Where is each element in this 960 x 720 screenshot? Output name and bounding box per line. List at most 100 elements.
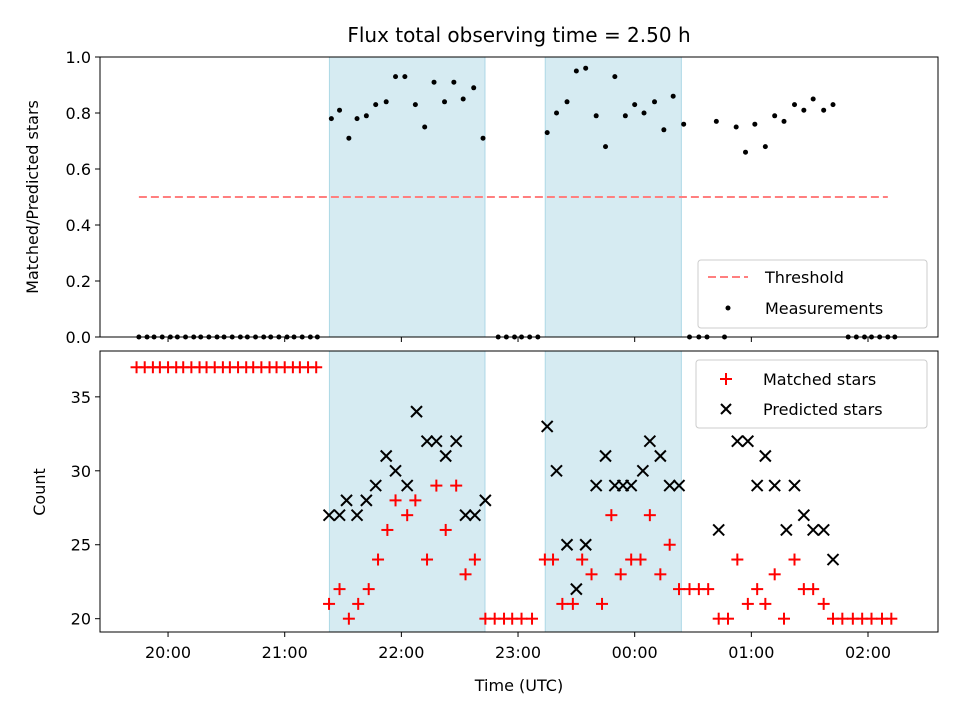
y-tick-label: 30 [71,462,91,481]
x-stroke [439,449,452,463]
legend-matched-swatch [720,373,732,385]
bottom-y-axis-ticks: 20 25 30 35 [71,388,100,629]
predicted-star-marker [636,464,650,478]
measurement-point [412,102,418,108]
bottom-shaded-intervals [328,350,682,633]
matched-star-marker [663,538,676,551]
x-stroke [389,464,402,478]
predicted-star-marker [449,435,463,448]
predicted-star-marker [589,479,603,492]
predicted-star-marker [806,523,820,537]
top-x-axis-ticks [167,337,869,342]
x-tick-label: 02:00 [845,643,891,662]
x-stroke [430,435,443,448]
measurement-point [772,113,778,119]
matched-star-marker [421,553,434,566]
top-axes-frame [99,56,939,338]
x-stroke [322,508,336,522]
matched-star-marker [468,553,481,566]
matched-star-marker [381,523,394,536]
x-stroke [780,523,793,537]
matched-star-marker [817,597,830,610]
x-stroke [806,523,820,537]
legend-predicted-label: Predicted stars [763,400,883,419]
matched-star-marker [702,583,715,596]
bottom-legend: Matched stars Predicted stars [695,359,928,429]
legend-matched-label: Matched stars [763,370,876,389]
matched-star-marker [323,597,336,610]
x-stroke [479,494,492,507]
x-stroke [459,508,472,522]
predicted-star-marker [350,508,364,522]
observing-interval-shade [544,350,682,633]
y-tick-label: 0.8 [66,104,91,123]
measurement-point [733,124,739,130]
measurement-point [681,121,687,127]
measurement-point [442,99,448,105]
predicted-star-marker [400,479,414,492]
predicted-star-marker [379,449,393,463]
predicted-star-marker [624,479,638,492]
top-legend: Threshold Measurements [697,259,928,329]
predicted-star-marker [672,479,686,492]
x-tick-label: 21:00 [262,643,308,662]
matched-star-marker [333,583,346,596]
matched-star-marker [342,612,355,625]
measurement-point [762,144,768,150]
measurement-point [622,113,628,119]
matched-star-marker [566,597,579,610]
predicted-stars-points [322,405,840,596]
measurement-point [554,110,560,116]
predicted-star-marker [369,479,382,492]
matched-star-marker [768,568,781,581]
predicted-star-marker [599,449,612,463]
top-ratio-panel: Flux total observing time = 2.50 h Match… [23,23,939,347]
x-stroke [759,449,772,463]
x-stroke [400,479,414,492]
matched-star-marker [885,612,898,625]
x-stroke [712,523,725,537]
measurement-point [830,102,836,108]
x-stroke [333,508,346,522]
matched-star-marker [515,612,528,625]
matched-star-marker [547,553,560,566]
predicted-star-marker [560,538,574,551]
predicted-star-marker [826,553,840,566]
predicted-star-marker [410,405,423,418]
measurement-point [354,116,360,122]
measurement-point [383,99,389,105]
matched-star-marker [741,597,754,610]
measurement-point [781,118,787,124]
top-y-axis-label: Matched/Predicted stars [23,100,42,294]
measurement-point [564,99,570,105]
matched-star-marker [865,612,878,625]
predicted-star-marker [768,479,781,492]
bottom-legend-box [695,359,928,429]
predicted-star-marker [741,435,755,448]
measurement-point [593,113,599,119]
matched-star-marker [731,553,744,566]
x-stroke [636,464,650,478]
x-stroke [579,538,592,551]
measurement-point [583,65,589,71]
predicted-star-marker [479,494,492,507]
x-stroke [624,479,638,492]
bottom-x-axis-ticks: 20:00 21:00 22:00 23:00 00:00 01:00 02:00 [145,632,891,662]
measurement-point [451,79,457,85]
predicted-star-marker [750,479,764,492]
predicted-star-marker [731,435,744,448]
bottom-count-panel: Count Time (UTC) 20 25 30 35 20:00 21:00 22:0… [30,350,939,695]
measurement-point [810,96,816,102]
predicted-star-marker [459,508,472,522]
x-stroke [449,435,463,448]
measurement-point [544,130,550,136]
predicted-star-marker [654,449,667,463]
measurement-point [752,121,758,127]
matched-star-marker [409,494,422,507]
predicted-star-marker [540,420,554,433]
matched-star-marker [389,494,402,507]
x-stroke [360,494,373,507]
chart-title: Flux total observing time = 2.50 h [347,23,690,47]
y-tick-label: 1.0 [66,48,91,67]
